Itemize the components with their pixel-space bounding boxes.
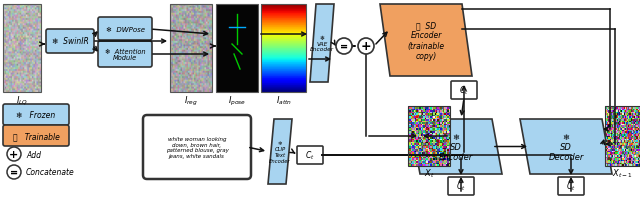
Text: Concatenate: Concatenate <box>26 168 75 177</box>
Circle shape <box>7 165 21 179</box>
Text: $\it{I}_{reg}$: $\it{I}_{reg}$ <box>184 94 198 107</box>
FancyBboxPatch shape <box>143 115 251 179</box>
Bar <box>170 5 212 93</box>
FancyBboxPatch shape <box>3 125 69 146</box>
Text: ❄  Attention
Module: ❄ Attention Module <box>105 48 145 61</box>
Text: ❄  DWPose: ❄ DWPose <box>106 26 145 32</box>
Text: 🔥   Trainable: 🔥 Trainable <box>13 131 60 140</box>
Text: $C_t$: $C_t$ <box>456 180 466 192</box>
FancyBboxPatch shape <box>297 146 323 164</box>
Circle shape <box>336 39 352 55</box>
FancyBboxPatch shape <box>98 18 152 41</box>
Text: ❄
SD
Encoder: ❄ SD Encoder <box>439 132 473 162</box>
Polygon shape <box>310 5 334 83</box>
Text: =: = <box>10 167 18 177</box>
Text: $\it{I}_{LQ}$: $\it{I}_{LQ}$ <box>16 94 28 107</box>
Text: $\it{X}_{t-1}$: $\it{X}_{t-1}$ <box>612 167 633 179</box>
FancyBboxPatch shape <box>3 104 69 125</box>
Bar <box>408 106 450 166</box>
Bar <box>261 5 306 93</box>
Text: ❄
VAE
Encoder: ❄ VAE Encoder <box>310 36 334 52</box>
Text: +: + <box>10 149 19 159</box>
Circle shape <box>358 39 374 55</box>
Text: $\it{X}_t$: $\it{X}_t$ <box>424 167 435 179</box>
Polygon shape <box>268 119 292 184</box>
Bar <box>3 5 41 93</box>
Text: ❄
SD
Decoder: ❄ SD Decoder <box>548 132 584 162</box>
Text: ❄  SwinIR: ❄ SwinIR <box>52 37 88 46</box>
FancyBboxPatch shape <box>46 30 94 54</box>
Text: Add: Add <box>26 150 41 159</box>
FancyBboxPatch shape <box>451 82 477 100</box>
Polygon shape <box>380 5 472 77</box>
Text: $C_t$: $C_t$ <box>459 84 469 97</box>
Text: $\it{I}_{attn}$: $\it{I}_{attn}$ <box>275 94 291 107</box>
Text: =: = <box>340 42 348 52</box>
Bar <box>216 5 258 93</box>
FancyBboxPatch shape <box>448 177 474 195</box>
Text: 🔥  SD
Encoder
(trainable
copy): 🔥 SD Encoder (trainable copy) <box>408 21 445 61</box>
Polygon shape <box>520 119 612 174</box>
Bar <box>605 106 640 166</box>
Text: +: + <box>361 40 371 53</box>
FancyBboxPatch shape <box>558 177 584 195</box>
Circle shape <box>7 147 21 161</box>
Text: $\it{I}_{pose}$: $\it{I}_{pose}$ <box>228 94 246 107</box>
Text: $C_t$: $C_t$ <box>305 149 315 161</box>
Text: $C_t$: $C_t$ <box>566 180 576 192</box>
Polygon shape <box>410 119 502 174</box>
Text: white woman looking
down, brown hair,
patterned blouse, gray
jeans, white sandal: white woman looking down, brown hair, pa… <box>166 136 228 158</box>
FancyBboxPatch shape <box>98 42 152 68</box>
Text: ❄   Frozen: ❄ Frozen <box>17 110 56 119</box>
Text: ❄
CLIP
Text
Encoder: ❄ CLIP Text Encoder <box>269 141 291 163</box>
